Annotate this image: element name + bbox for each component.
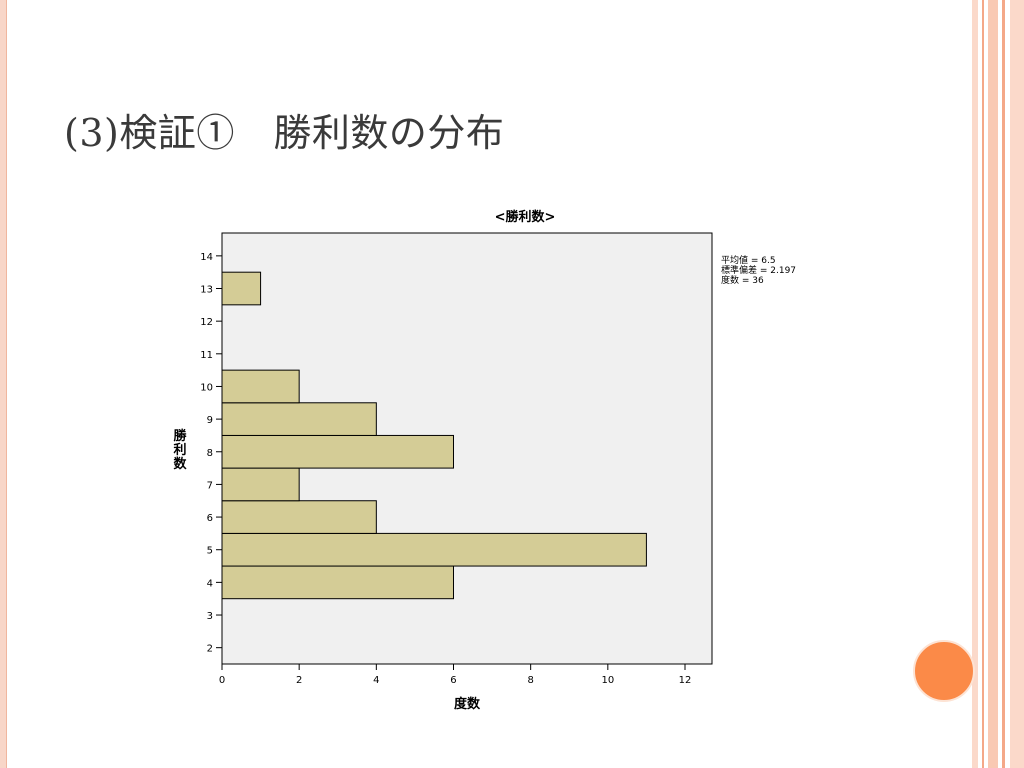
- x-tick-label: 8: [527, 675, 533, 686]
- x-tick-label: 2: [296, 675, 302, 686]
- y-axis: 2 3 4 5 6 7 8 9 10 11 12 13 14: [200, 252, 222, 655]
- y-axis-label-text: 勝利数: [173, 428, 187, 472]
- x-tick-label: 12: [679, 675, 692, 686]
- right-decorative-stripes: [972, 0, 1024, 768]
- bar-6: [221, 500, 377, 534]
- stripe: [982, 0, 984, 768]
- stripe: [1002, 0, 1005, 768]
- stats-line: 度数 = 36: [721, 274, 764, 286]
- y-axis-label: 勝利数: [173, 428, 187, 472]
- stripe: [972, 0, 978, 768]
- x-axis: 0 2 4 6 8 10 12: [219, 664, 692, 686]
- bar-13: [221, 271, 262, 306]
- y-tick-label: 6: [207, 513, 213, 524]
- chart-title: <勝利数>: [495, 209, 556, 225]
- accent-circle: [913, 640, 975, 702]
- bar-5: [221, 532, 647, 567]
- y-tick-label: 8: [207, 448, 213, 459]
- stripe: [988, 0, 998, 768]
- y-tick-label: 4: [207, 578, 213, 589]
- x-tick-label: 6: [450, 675, 456, 686]
- y-tick-label: 9: [207, 415, 213, 426]
- x-tick-label: 4: [373, 675, 379, 686]
- y-tick-label: 3: [207, 611, 213, 622]
- y-tick-label: 10: [200, 382, 213, 393]
- y-tick-label: 11: [200, 350, 213, 361]
- left-border-rule: [0, 0, 7, 768]
- slide-title: (3)検証① 勝利数の分布: [64, 111, 505, 155]
- y-tick-label: 5: [207, 546, 213, 557]
- bar-9: [221, 402, 377, 436]
- bar-10: [221, 369, 300, 404]
- bar-4: [221, 565, 454, 600]
- y-tick-label: 7: [207, 480, 213, 491]
- stripe: [1010, 0, 1024, 768]
- x-tick-label: 0: [219, 675, 225, 686]
- x-axis-label: 度数: [454, 696, 481, 712]
- y-tick-label: 13: [200, 285, 213, 296]
- y-tick-label: 2: [207, 644, 213, 655]
- stats-line: 平均値 = 6.5: [721, 254, 776, 266]
- bar-7: [221, 467, 300, 502]
- y-tick-label: 12: [200, 317, 213, 328]
- stats-line: 標準偏差 = 2.197: [721, 264, 796, 276]
- bar-8: [221, 434, 454, 469]
- x-tick-label: 10: [601, 675, 614, 686]
- y-tick-label: 14: [200, 252, 213, 263]
